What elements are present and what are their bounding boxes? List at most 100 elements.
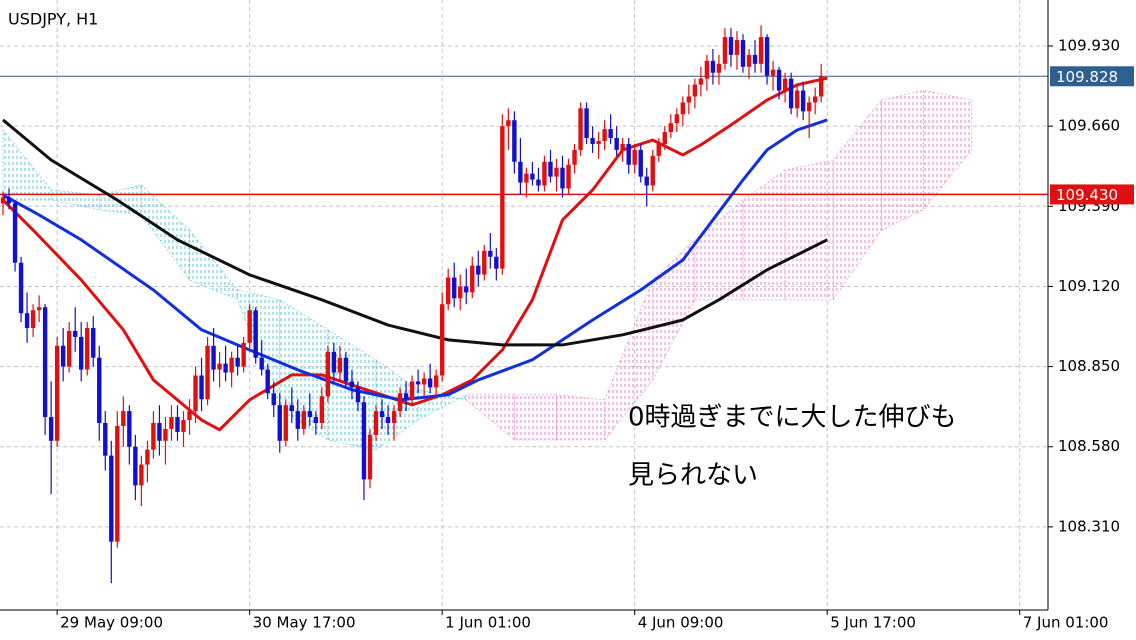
candle-body (139, 464, 144, 486)
candle-body (596, 140, 601, 144)
candle-body (403, 393, 409, 400)
candle-body (211, 345, 216, 370)
candle-body (788, 78, 794, 109)
cloud-segment (694, 199, 744, 301)
candle-body (30, 310, 36, 329)
candle-body (704, 60, 710, 79)
candle-body (12, 203, 18, 263)
candle-body (367, 434, 373, 480)
candle-body (301, 411, 307, 429)
candle-body (361, 402, 367, 480)
candle-body (818, 76, 824, 97)
candle-body (385, 417, 391, 423)
candle-body (229, 357, 234, 373)
candle-body (518, 161, 523, 183)
candle-body (48, 417, 54, 441)
candle-body (0, 197, 6, 204)
candle-body (770, 69, 776, 76)
candle-body (776, 69, 782, 91)
candle-body (500, 126, 505, 269)
candle-body (638, 149, 643, 177)
candle-body (103, 422, 108, 456)
candle-body (157, 422, 162, 441)
candle-body (54, 345, 60, 441)
price-label: 109.430 (1056, 186, 1118, 204)
candle-body (373, 411, 379, 435)
candle-body (331, 351, 337, 373)
candle-body (800, 90, 806, 112)
cloud-segment (556, 394, 605, 441)
candle-body (421, 378, 427, 385)
cloud-segment (2, 129, 52, 201)
candle-body (79, 336, 84, 370)
candle-body (433, 375, 439, 388)
x-tick-label: 4 Jun 09:00 (638, 614, 724, 632)
candle-body (506, 120, 511, 127)
candle-body (175, 417, 180, 432)
candle-body (181, 420, 186, 432)
cloud-segment (881, 89, 924, 231)
candle-body (24, 313, 30, 329)
candle-body (680, 102, 686, 115)
cloud-segment (923, 89, 972, 211)
candle-body (241, 342, 246, 367)
candle-body (169, 417, 174, 429)
plot-area (0, 0, 1048, 610)
cloud-segment (189, 229, 238, 301)
candle-body (409, 381, 415, 400)
candle-body (656, 143, 661, 156)
candle-body (187, 411, 192, 421)
candle-body (716, 63, 722, 73)
candle-body (42, 307, 48, 418)
candle-body (397, 393, 403, 412)
candle-body (199, 375, 204, 400)
moving-average (2, 118, 828, 402)
price-label: 109.828 (1056, 68, 1118, 86)
candle-body (60, 345, 66, 367)
candle-body (217, 363, 222, 370)
candle-body (452, 277, 457, 299)
moving-average (2, 118, 828, 347)
annotation: 見られない (628, 461, 758, 491)
candle-body (145, 449, 150, 465)
y-tick-label: 108.850 (1058, 357, 1120, 375)
candle-body (764, 37, 770, 76)
candle-body (728, 37, 734, 55)
x-tick-label: 29 May 09:00 (60, 614, 163, 632)
candle-body (686, 96, 692, 103)
candle-body (620, 143, 625, 150)
candle-body (97, 357, 102, 423)
cloud-segment (832, 99, 882, 301)
candle-body (512, 120, 517, 162)
candle-body (530, 173, 535, 180)
candle-body (253, 310, 258, 358)
candle-body (91, 328, 96, 358)
candle-body (572, 149, 577, 165)
candle-body (259, 357, 264, 370)
candle-body (6, 197, 12, 204)
candle-body (66, 330, 72, 367)
cloud-segment (784, 159, 834, 301)
candle-body (325, 351, 331, 397)
candle-body (235, 357, 240, 367)
x-tick-label: 7 Jun 01:00 (1023, 614, 1109, 632)
y-tick-label: 109.660 (1058, 117, 1120, 135)
candle-body (794, 90, 800, 109)
candle-body (85, 328, 90, 370)
annotation: 0時過ぎまでに大した伸びも (628, 403, 957, 433)
y-tick-label: 108.310 (1058, 517, 1120, 535)
candle-body (427, 378, 433, 388)
candle-body (337, 357, 343, 373)
candle-body (524, 173, 529, 183)
candle-body (554, 167, 559, 177)
candle-body (668, 123, 673, 133)
candle-body (590, 138, 595, 144)
candle-body (271, 393, 276, 406)
candle-body (626, 143, 631, 165)
candle-body (289, 405, 294, 412)
candle-body (295, 411, 300, 429)
candle-body (109, 455, 114, 542)
candle-body (758, 37, 764, 64)
